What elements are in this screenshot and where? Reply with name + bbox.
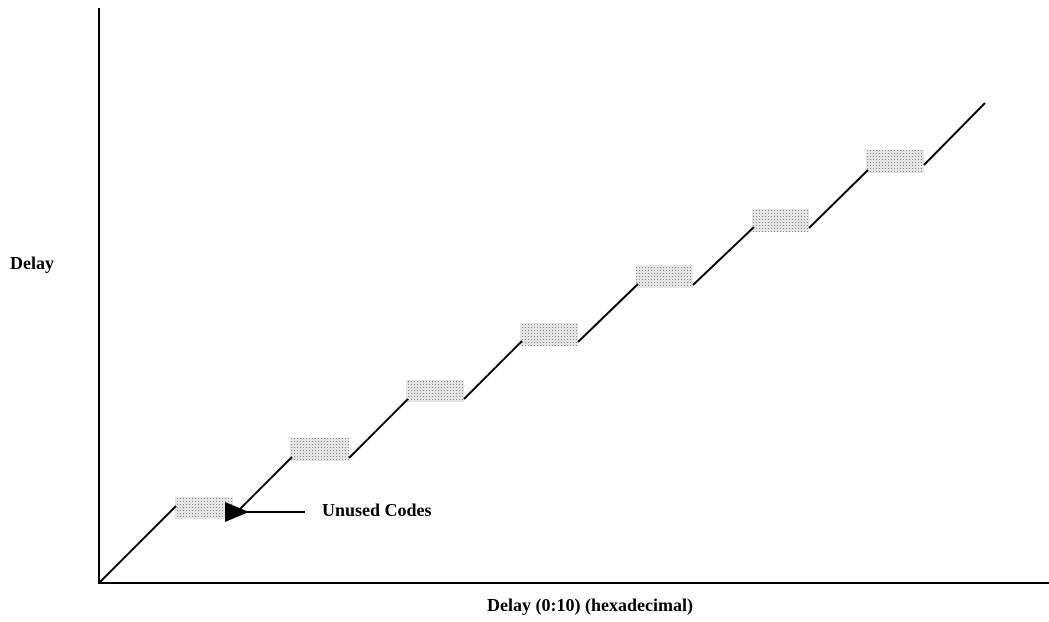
boxes (175, 150, 924, 519)
unused-box (520, 323, 578, 346)
unused-box (406, 380, 464, 402)
x-axis-label: Delay (0:10) (hexadecimal) (487, 595, 693, 616)
unused-box (866, 150, 924, 173)
unused-box (752, 209, 809, 232)
unused-box (175, 497, 233, 519)
y-axis-label: Delay (10, 253, 54, 273)
unused-box (636, 265, 693, 288)
annotation: Unused Codes (322, 500, 432, 520)
unused-box (290, 438, 349, 461)
